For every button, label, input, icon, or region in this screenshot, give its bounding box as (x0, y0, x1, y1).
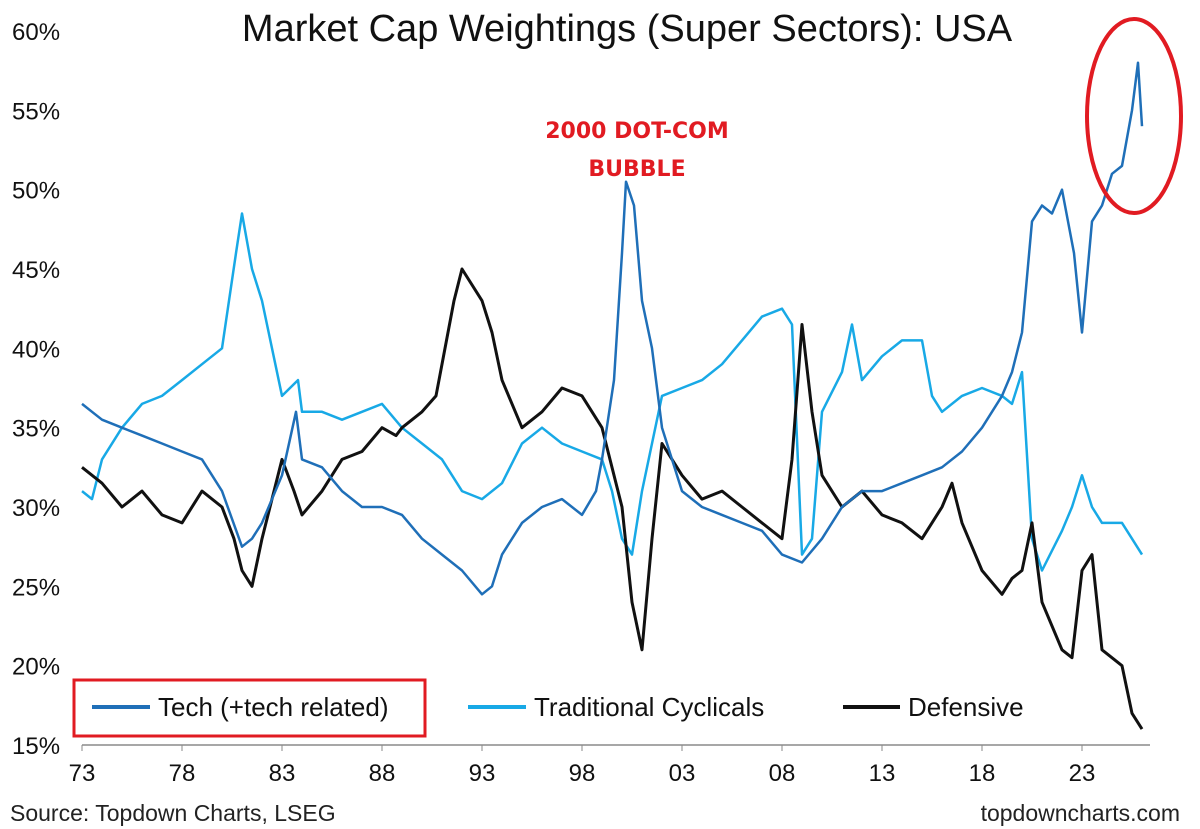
highlight-circle (1085, 17, 1183, 215)
legend-label-defensive: Defensive (908, 692, 1024, 722)
legend-label-tech: Tech (+tech related) (158, 692, 389, 722)
legend-label-cyclicals: Traditional Cyclicals (534, 692, 764, 722)
x-tick-label: 83 (269, 760, 296, 787)
series-line-traditional-cyclicals (81, 212, 1144, 572)
y-tick-label: 50% (12, 178, 60, 205)
legend-highlight-box (72, 678, 427, 738)
source-note: Source: Topdown Charts, LSEG (10, 800, 336, 826)
x-tick-label: 18 (969, 760, 996, 787)
chart-title: Market Cap Weightings (Super Sectors): U… (242, 8, 1013, 50)
annotation-line-1: 2000 DOT-COM (545, 119, 729, 144)
x-tick-label: 78 (169, 760, 196, 787)
x-tick-label: 08 (769, 760, 796, 787)
x-tick-label: 98 (569, 760, 596, 787)
series-line-tech-tech-related (81, 61, 1144, 596)
watermark: topdowncharts.com (981, 800, 1180, 826)
y-axis: 60% 55% 50% 45% 40% 35% 30% 25% 20% 15% (12, 19, 60, 760)
y-tick-label: 40% (12, 336, 60, 363)
legend: Tech (+tech related) Traditional Cyclica… (72, 678, 1024, 738)
y-tick-label: 55% (12, 98, 60, 125)
y-tick-label: 25% (12, 574, 60, 601)
x-axis: 73 78 83 88 93 98 03 08 13 18 23 (69, 744, 1150, 787)
y-tick-label: 20% (12, 654, 60, 681)
x-tick-label: 88 (369, 760, 396, 787)
plot-area (81, 61, 1144, 730)
y-tick-label: 45% (12, 257, 60, 284)
y-tick-label: 15% (12, 733, 60, 760)
x-tick-label: 23 (1069, 760, 1096, 787)
x-tick-label: 73 (69, 760, 96, 787)
y-tick-label: 35% (12, 416, 60, 443)
y-tick-label: 60% (12, 19, 60, 46)
x-tick-label: 93 (469, 760, 496, 787)
series-line-defensive (81, 267, 1144, 730)
x-tick-label: 13 (869, 760, 896, 787)
x-tick-label: 03 (669, 760, 696, 787)
y-tick-label: 30% (12, 495, 60, 522)
annotation-line-2: BUBBLE (588, 157, 685, 182)
